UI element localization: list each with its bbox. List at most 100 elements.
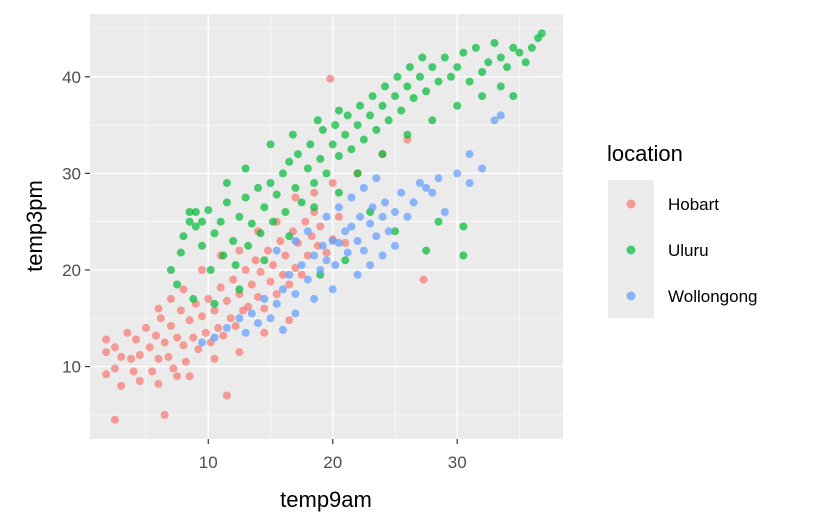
data-point-uluru (422, 87, 431, 96)
data-point-uluru (244, 241, 253, 250)
data-point-hobart (260, 304, 269, 313)
data-point-wollongong (347, 222, 356, 231)
data-point-wollongong (341, 227, 350, 236)
data-point-hobart (251, 256, 260, 265)
data-point-hobart (247, 280, 256, 289)
data-point-hobart (260, 328, 269, 337)
data-point-hobart (169, 364, 178, 373)
data-point-hobart (189, 333, 198, 342)
data-point-uluru (216, 217, 225, 226)
data-point-uluru (509, 43, 518, 52)
data-point-uluru (222, 198, 231, 207)
data-point-uluru (391, 92, 399, 101)
data-point-hobart (145, 343, 154, 352)
data-point-uluru (293, 150, 302, 159)
data-point-hobart (214, 323, 223, 332)
data-point-uluru (247, 219, 256, 228)
data-point-hobart (310, 188, 319, 197)
data-point-uluru (356, 101, 365, 110)
data-point-uluru (198, 241, 206, 250)
data-point-hobart (185, 316, 194, 325)
data-point-uluru (331, 121, 340, 130)
data-point-hobart (291, 193, 300, 202)
y-tick-label: 30 (62, 164, 81, 183)
data-point-hobart (117, 381, 126, 390)
data-point-hobart (303, 251, 312, 260)
data-point-hobart (135, 377, 144, 385)
data-point-uluru (341, 256, 350, 265)
data-point-uluru (291, 183, 300, 192)
data-point-hobart (316, 222, 325, 231)
data-point-uluru (537, 29, 546, 38)
data-point-hobart (102, 335, 111, 344)
x-axis-title: temp9am (280, 487, 372, 512)
data-point-uluru (210, 299, 219, 308)
data-point-hobart (110, 364, 119, 373)
data-point-wollongong (356, 212, 365, 221)
data-point-uluru (353, 121, 362, 130)
data-point-hobart (276, 237, 285, 245)
data-point-uluru (334, 106, 343, 115)
data-point-hobart (117, 352, 126, 361)
data-point-hobart (231, 322, 240, 330)
data-point-uluru (303, 164, 312, 173)
data-point-uluru (198, 217, 206, 226)
data-point-wollongong (291, 237, 300, 245)
data-point-hobart (210, 354, 219, 363)
data-point-hobart (419, 275, 428, 284)
legend-key-uluru (626, 245, 636, 255)
data-point-hobart (328, 179, 337, 187)
data-point-wollongong (409, 198, 418, 207)
data-point-uluru (422, 246, 431, 255)
data-point-hobart (173, 372, 182, 381)
data-point-uluru (334, 188, 343, 197)
data-point-hobart (129, 367, 138, 376)
data-point-uluru (393, 72, 402, 81)
data-point-wollongong (366, 261, 375, 270)
data-point-hobart (278, 270, 287, 279)
x-tick-label: 20 (323, 453, 342, 472)
y-tick-label: 20 (62, 261, 81, 280)
data-point-wollongong (210, 333, 219, 342)
data-point-uluru (254, 183, 262, 192)
data-point-wollongong (353, 270, 362, 279)
data-point-uluru (229, 237, 238, 245)
data-point-uluru (381, 82, 389, 91)
data-point-uluru (278, 169, 287, 178)
data-point-wollongong (359, 246, 368, 255)
data-point-wollongong (278, 285, 287, 294)
x-tick-label: 10 (199, 453, 218, 472)
data-point-uluru (368, 92, 377, 101)
data-point-wollongong (198, 338, 206, 347)
data-point-wollongong (322, 212, 331, 221)
data-point-hobart (222, 391, 231, 400)
data-point-hobart (216, 283, 225, 292)
data-point-uluru (384, 116, 393, 125)
data-point-uluru (418, 53, 427, 62)
data-point-hobart (254, 293, 262, 301)
data-point-hobart (173, 333, 182, 342)
data-point-hobart (181, 357, 190, 366)
data-point-wollongong (428, 188, 437, 197)
data-point-wollongong (272, 299, 281, 308)
data-point-hobart (152, 331, 160, 340)
data-point-uluru (478, 92, 487, 101)
data-point-wollongong (378, 251, 387, 260)
y-tick-label: 40 (62, 68, 81, 87)
data-point-uluru (459, 222, 468, 231)
data-point-uluru (496, 82, 505, 91)
data-point-hobart (198, 266, 206, 274)
data-point-hobart (110, 415, 119, 424)
data-point-wollongong (403, 212, 412, 221)
data-point-hobart (194, 345, 203, 354)
data-point-wollongong (297, 261, 306, 270)
data-point-uluru (269, 217, 277, 226)
data-point-wollongong (490, 116, 499, 125)
data-point-hobart (148, 367, 157, 376)
data-point-wollongong (415, 179, 424, 187)
data-point-hobart (269, 261, 277, 270)
legend-label-uluru: Uluru (668, 241, 709, 260)
data-point-hobart (244, 302, 253, 311)
data-points (102, 29, 546, 424)
